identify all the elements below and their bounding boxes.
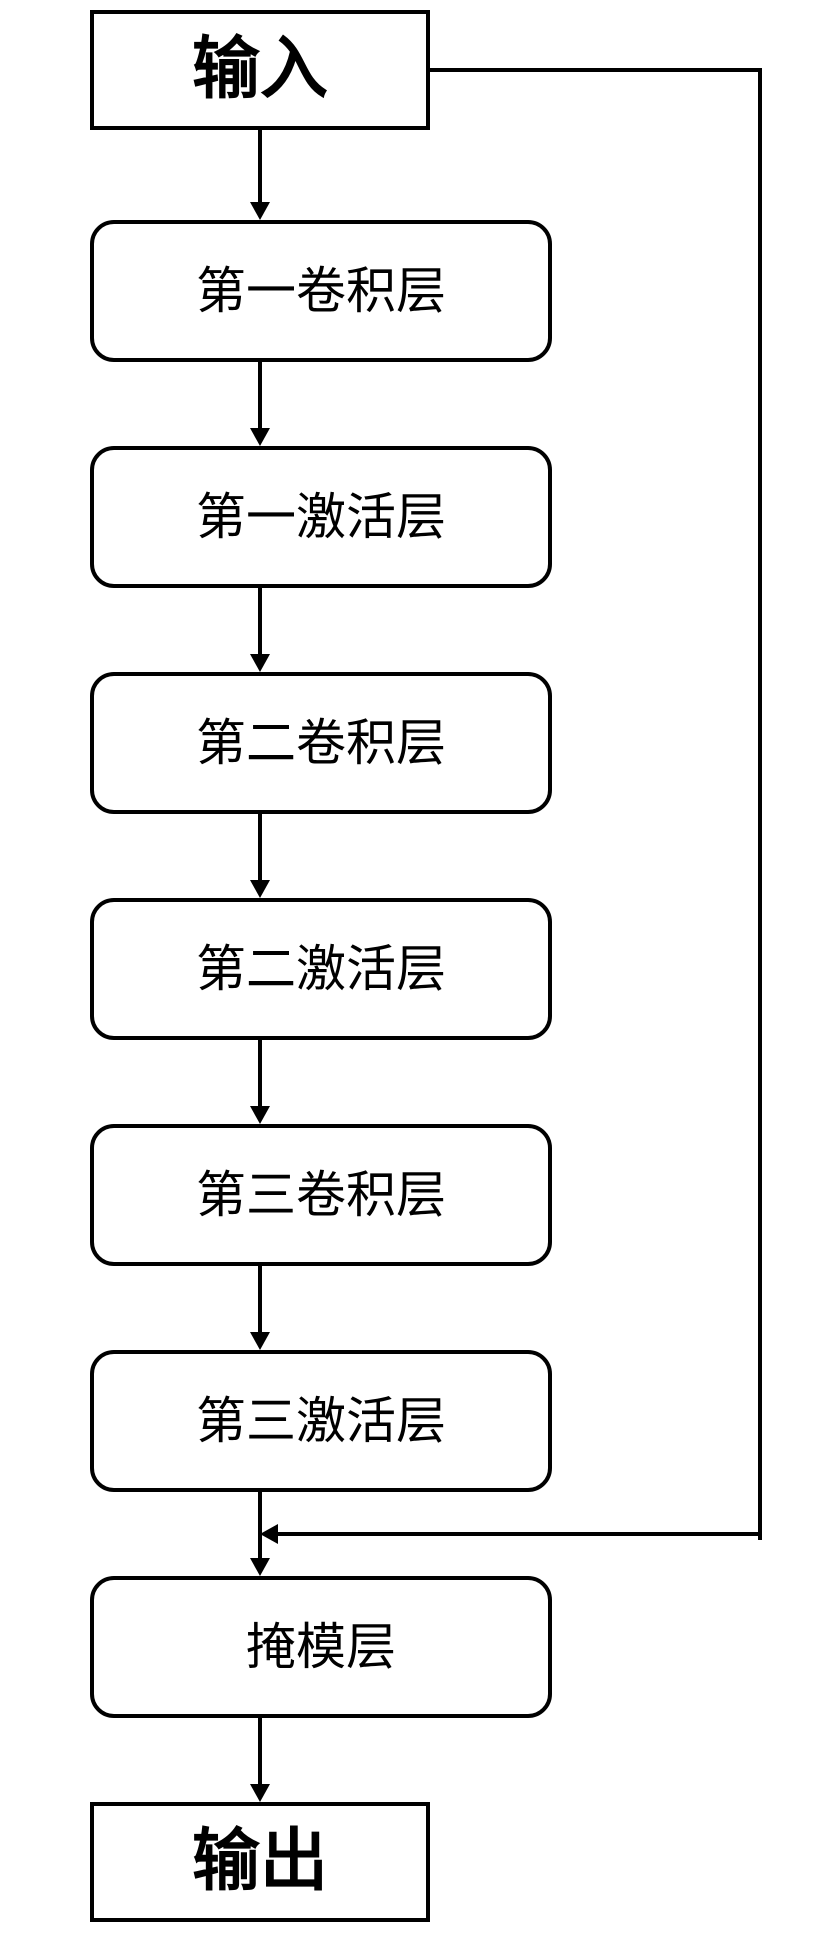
- skip-bottom-h: [278, 1532, 762, 1536]
- skip-top-h: [430, 68, 760, 72]
- node-label-output: 输出: [192, 1821, 328, 1903]
- node-label-mask: 掩模层: [246, 1617, 396, 1677]
- node-label-act2: 第二激活层: [196, 939, 446, 999]
- node-mask: 掩模层: [90, 1576, 552, 1718]
- edge-input-conv1-line: [258, 130, 262, 204]
- edge-act1-conv2-arrowhead: [250, 654, 270, 672]
- edge-conv3-act3-arrowhead: [250, 1332, 270, 1350]
- node-conv3: 第三卷积层: [90, 1124, 552, 1266]
- edge-act3-mask-arrowhead: [250, 1558, 270, 1576]
- edge-conv2-act2-line: [258, 814, 262, 882]
- edge-act2-conv3-line: [258, 1040, 262, 1108]
- node-conv1: 第一卷积层: [90, 220, 552, 362]
- node-label-conv2: 第二卷积层: [196, 713, 446, 773]
- flowchart-diagram: 输入第一卷积层第一激活层第二卷积层第二激活层第三卷积层第三激活层掩模层输出: [0, 0, 835, 1953]
- edge-conv2-act2-arrowhead: [250, 880, 270, 898]
- edge-act1-conv2-line: [258, 588, 262, 656]
- edge-conv1-act1-arrowhead: [250, 428, 270, 446]
- node-label-conv3: 第三卷积层: [196, 1165, 446, 1225]
- skip-arrowhead: [260, 1524, 278, 1544]
- node-act1: 第一激活层: [90, 446, 552, 588]
- edge-mask-output-arrowhead: [250, 1784, 270, 1802]
- node-label-act1: 第一激活层: [196, 487, 446, 547]
- skip-right-v: [758, 68, 762, 1540]
- node-input: 输入: [90, 10, 430, 130]
- edge-conv1-act1-line: [258, 362, 262, 430]
- edge-conv3-act3-line: [258, 1266, 262, 1334]
- node-conv2: 第二卷积层: [90, 672, 552, 814]
- node-label-conv1: 第一卷积层: [196, 261, 446, 321]
- edge-mask-output-line: [258, 1718, 262, 1786]
- node-act3: 第三激活层: [90, 1350, 552, 1492]
- node-label-input: 输入: [192, 29, 328, 111]
- node-act2: 第二激活层: [90, 898, 552, 1040]
- node-label-act3: 第三激活层: [196, 1391, 446, 1451]
- edge-act2-conv3-arrowhead: [250, 1106, 270, 1124]
- node-output: 输出: [90, 1802, 430, 1922]
- edge-input-conv1-arrowhead: [250, 202, 270, 220]
